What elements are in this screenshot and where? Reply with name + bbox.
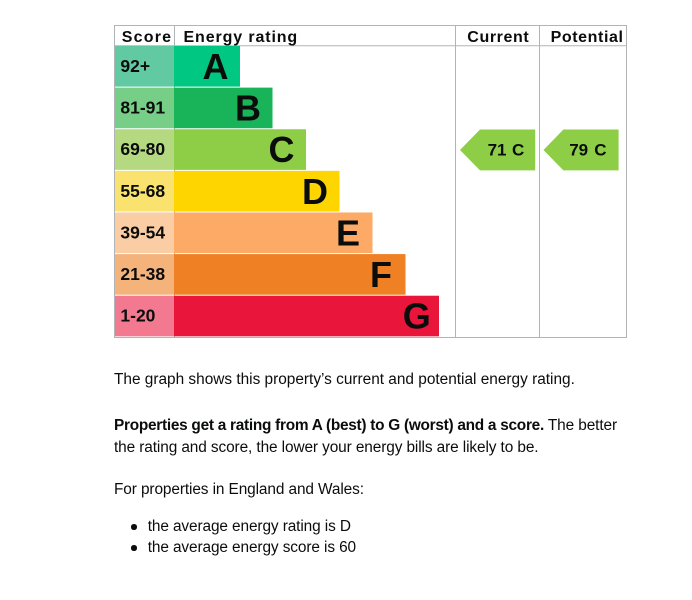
svg-text:39-54: 39-54 [120, 222, 165, 242]
svg-text:55-68: 55-68 [120, 181, 165, 201]
svg-text:D: D [302, 171, 328, 212]
svg-text:G: G [403, 296, 431, 337]
svg-text:F: F [370, 254, 392, 295]
svg-text:69-80: 69-80 [120, 139, 165, 159]
svg-text:Potential: Potential [551, 29, 624, 46]
svg-text:A: A [203, 46, 229, 87]
svg-text:C: C [269, 129, 295, 170]
svg-text:81-91: 81-91 [120, 98, 165, 118]
svg-text:E: E [336, 212, 360, 253]
svg-text:71: 71 [488, 141, 507, 160]
svg-text:Score: Score [122, 29, 172, 46]
svg-text:C: C [512, 141, 524, 160]
svg-text:C: C [594, 141, 606, 160]
svg-text:B: B [235, 88, 261, 129]
svg-text:79: 79 [569, 141, 588, 160]
svg-text:Energy rating: Energy rating [184, 29, 299, 46]
svg-text:92+: 92+ [120, 56, 150, 76]
svg-text:21-38: 21-38 [120, 264, 165, 284]
svg-text:1-20: 1-20 [120, 306, 155, 326]
svg-text:Current: Current [467, 29, 529, 46]
